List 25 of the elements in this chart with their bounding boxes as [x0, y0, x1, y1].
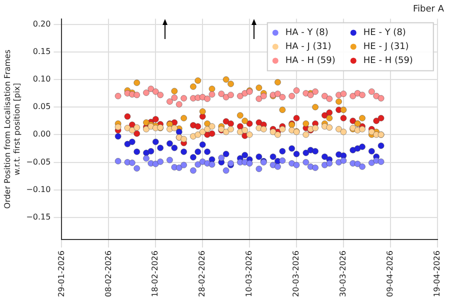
x-tick-label: 30-03-2026: [338, 250, 348, 298]
y-tick-label: 0.00: [32, 130, 51, 139]
y-tick-label: −0.10: [26, 184, 51, 194]
legend-label: HE - J (31): [363, 42, 409, 52]
x-tick-label: 19-04-2026: [432, 250, 442, 298]
y-axis-title: Order Position from Localisation Frames w.r.t. first position [pix]: [2, 50, 22, 209]
y-tick-label: −0.05: [26, 157, 51, 166]
x-tick-label: 18-02-2026: [150, 250, 160, 298]
y-tick-label: 0.15: [32, 46, 51, 56]
x-tick-label: 09-04-2026: [386, 250, 395, 298]
x-tick-label: 08-02-2026: [104, 250, 113, 298]
y-tick-label: 0.20: [32, 19, 51, 28]
y-tick-label: 0.10: [32, 74, 51, 84]
y-tick-label: 0.05: [32, 102, 51, 112]
legend-label: HA - H (59): [285, 56, 336, 66]
x-tick-label: 28-02-2026: [198, 250, 207, 298]
x-tick-label: 10-03-2026: [244, 250, 254, 298]
chart-title: Fiber A: [413, 4, 445, 15]
legend-label: HE - Y (8): [363, 28, 406, 38]
legend-label: HA - J (31): [285, 42, 332, 52]
x-tick-label: 20-03-2026: [292, 250, 301, 298]
y-tick-label: −0.15: [26, 212, 51, 222]
legend-label: HA - Y (8): [285, 28, 328, 38]
legend-label: HE - H (59): [363, 56, 413, 66]
x-tick-label: 29-01-2026: [56, 250, 66, 298]
